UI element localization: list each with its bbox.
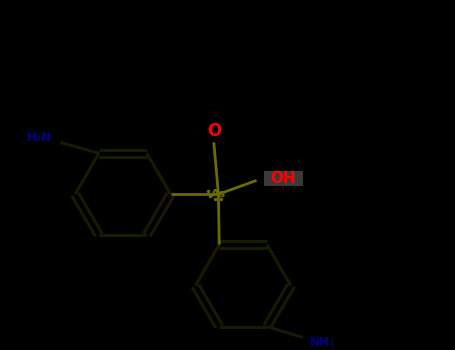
Text: As: As [211, 189, 226, 199]
Text: O: O [207, 122, 221, 140]
Text: H₂N: H₂N [26, 131, 51, 144]
Text: OH: OH [270, 171, 296, 186]
FancyBboxPatch shape [264, 171, 303, 186]
Text: NH₂: NH₂ [310, 336, 335, 349]
